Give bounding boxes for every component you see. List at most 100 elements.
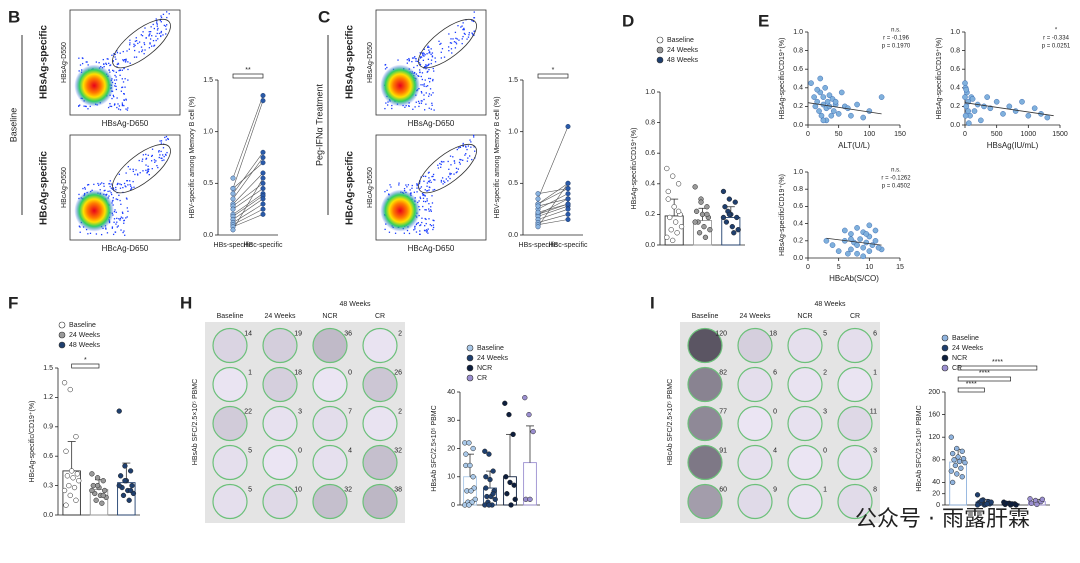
flow-event (464, 33, 466, 35)
x-tick-label: 100 (863, 131, 875, 138)
point (971, 108, 978, 114)
flow-event (132, 170, 135, 173)
flow-event (430, 62, 432, 65)
flow-event (151, 168, 153, 170)
y-tick-label: 0 (936, 502, 940, 509)
panel-label: D (622, 11, 634, 30)
flow-event (133, 56, 136, 58)
trend-line (807, 102, 882, 115)
point (61, 487, 68, 494)
flow-event (118, 105, 121, 107)
point (260, 149, 266, 155)
flow-event (425, 229, 428, 231)
legend-swatch (656, 46, 664, 54)
flow-event (457, 168, 460, 170)
row-label: Peg-IFNα Treatment (314, 84, 324, 166)
point (565, 201, 571, 207)
flow-event (120, 203, 122, 205)
point (1000, 111, 1006, 117)
flow-event (145, 37, 147, 39)
flow-event (121, 69, 123, 71)
flow-event (424, 189, 426, 191)
point (720, 214, 727, 221)
flow-event (456, 148, 458, 151)
flow-event (113, 70, 115, 72)
flow-event (105, 63, 108, 66)
flow-event (118, 218, 120, 220)
point (260, 196, 266, 202)
flow-event (144, 27, 146, 29)
flow-event (159, 154, 161, 156)
point (260, 98, 266, 104)
flow-event (404, 106, 406, 108)
y-axis-label: HBsAg-specific/CD19⁺(%) (779, 174, 786, 256)
flow-event (407, 184, 410, 186)
flow-event (134, 40, 137, 42)
annotation: p = 0.4502 (882, 184, 911, 190)
flow-event (134, 49, 136, 52)
flow-event (428, 77, 430, 80)
flow-event (101, 182, 103, 184)
x-tick-label: 150 (894, 131, 906, 138)
flow-density (380, 64, 421, 107)
flow-event (445, 178, 447, 180)
flow-event (416, 60, 419, 63)
flow-event (127, 79, 129, 81)
flow-event (89, 232, 92, 234)
flow-event (119, 217, 122, 220)
flow-event (155, 160, 157, 162)
flow-event (123, 67, 125, 70)
flow-event (384, 64, 386, 66)
flow-event (135, 169, 137, 171)
flow-event (443, 161, 445, 163)
flow-event (414, 106, 416, 108)
flow-event (432, 173, 435, 176)
flow-event (431, 102, 433, 104)
y-tick-label: 0.2 (793, 238, 803, 245)
spot-count: 11 (870, 408, 877, 415)
flow-event (127, 61, 129, 63)
flow-event (160, 35, 162, 38)
flow-event (102, 58, 104, 61)
flow-event (426, 190, 429, 192)
legend-label: Baseline (69, 322, 96, 329)
flow-event (114, 53, 116, 56)
spot-count: 82 (719, 369, 727, 376)
well (737, 405, 773, 442)
flow-event (417, 100, 420, 103)
flow-event (84, 188, 87, 190)
spot-count: 1 (873, 369, 877, 376)
flow-gate (112, 144, 171, 194)
flow-event (110, 183, 112, 185)
flow-event (116, 97, 118, 99)
flow-event (113, 218, 116, 220)
point (812, 103, 819, 110)
flow-event (168, 13, 170, 15)
flow-event (108, 195, 110, 197)
point (102, 487, 108, 494)
point (674, 230, 680, 236)
point (854, 101, 860, 108)
y-tick-label: 0.0 (43, 512, 53, 519)
flow-event (105, 227, 107, 229)
y-tick-label: 0.5 (203, 180, 213, 187)
flow-event (156, 25, 158, 27)
x-tick-label: 0 (806, 264, 810, 271)
flow-event (126, 216, 128, 218)
flow-event (143, 53, 145, 55)
spot-count: 91 (719, 447, 727, 454)
flow-group: HBsAg-specific (39, 25, 50, 99)
x-axis-label: HBsAg(IU/mL) (987, 141, 1039, 150)
flow-event (450, 38, 452, 40)
spot-count: 32 (344, 486, 352, 493)
flow-event (413, 191, 415, 193)
point (490, 468, 496, 474)
flow-event (109, 190, 111, 192)
flow-density (74, 64, 114, 107)
flow-event (419, 69, 421, 71)
panel-label: H (180, 293, 192, 312)
flow-event (449, 42, 452, 44)
flow-event (151, 148, 154, 150)
flow-event (429, 179, 431, 182)
flow-event (443, 56, 446, 58)
